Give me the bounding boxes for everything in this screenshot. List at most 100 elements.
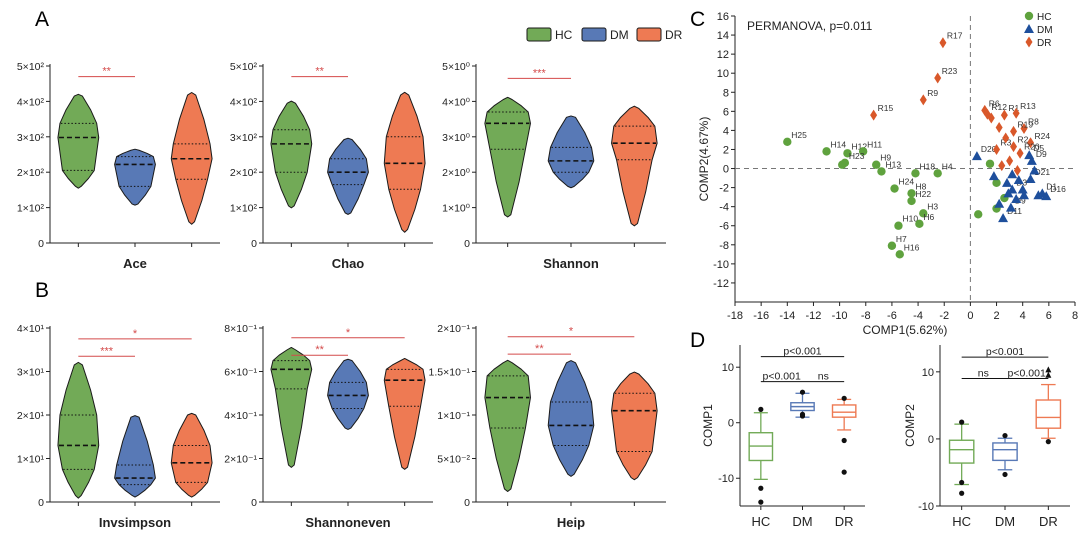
y-tick-label: 0 [728, 418, 734, 430]
point-label: R19 [1018, 119, 1034, 129]
point-label: H11 [867, 139, 882, 149]
y-tick-label: 5×10⁻² [437, 454, 470, 466]
chart-title: Invsimpson [99, 515, 171, 530]
scatter-point-dr [939, 37, 947, 49]
outlier-point [841, 469, 847, 475]
chart-layer: 01×10²2×10²3×10²4×10²5×10²Ace**01×10²2×1… [17, 11, 1078, 530]
y-tick-label: 1×10¹ [17, 454, 45, 466]
point-label: H9 [880, 153, 891, 163]
violin-dm [327, 358, 369, 430]
point-label: H10 [902, 214, 918, 224]
scatter-point-hc [872, 160, 881, 169]
legend-marker-dr [1025, 36, 1033, 48]
point-label: D9 [1036, 149, 1047, 159]
scatter-point-hc [887, 241, 897, 250]
y-tick-label: 2×10¹ [17, 410, 45, 422]
scatter-point-dm [998, 213, 1009, 223]
outlier-point [1002, 432, 1008, 439]
scatter-point-dr [1012, 107, 1020, 119]
box-rect [1035, 399, 1062, 429]
scatter-point-dm [1033, 190, 1044, 200]
point-label: D1 [1046, 181, 1057, 191]
x-axis-label: COMP1(5.62%) [863, 323, 948, 337]
point-label: H14 [831, 139, 847, 149]
chart-title: Chao [332, 256, 365, 271]
scatter-point-hc [838, 160, 847, 169]
scatter-point-dr [993, 143, 1001, 155]
legend-label-hc: HC [555, 28, 573, 42]
point-label: H7 [896, 234, 907, 244]
x-tick-label: 6 [1046, 310, 1052, 322]
x-tick-label: HC [952, 514, 971, 529]
significance-label: ** [315, 66, 324, 78]
y-tick-label: 0 [38, 497, 44, 509]
scatter-point-hc [858, 147, 868, 156]
violin-hc [270, 346, 313, 468]
box-chart-comp1: -10 0 10 HC DM DR COMP1 p<0.001 p<0.001 ns [701, 345, 865, 529]
chart-title: Heip [557, 515, 585, 530]
violin-hc [270, 100, 313, 209]
x-tick-label: -18 [727, 310, 743, 322]
point-label: R24 [1035, 131, 1051, 141]
point-label: R20 [1024, 141, 1040, 151]
point-label: R12 [991, 102, 1007, 112]
scatter-point-dr [1000, 109, 1008, 121]
scatter-point-dm [971, 151, 982, 161]
y-tick-label: 10 [717, 68, 729, 80]
y-tick-label: 0 [251, 497, 257, 509]
point-label: R2 [1018, 135, 1029, 145]
violin-dm [547, 115, 595, 189]
scatter-point-hc [843, 149, 852, 158]
y-tick-label: 3×10² [230, 132, 258, 144]
significance-label: ** [535, 343, 544, 355]
significance-label: p<0.001 [783, 346, 821, 358]
box-chart-comp2: -10 0 10 HC DM DR COMP2 p<0.001 p<0.001 ns [903, 345, 1070, 529]
legend-label-hc: HC [1037, 12, 1051, 23]
y-tick-label: -10 [713, 259, 729, 271]
y-tick-label: 4×10⁰ [442, 96, 471, 108]
legend-panel-a: HC DM DR [526, 27, 683, 42]
violin-hc [484, 359, 531, 492]
legend-swatch-hc [526, 27, 552, 42]
scatter-point-dr [1006, 155, 1014, 167]
point-label: H6 [923, 212, 934, 222]
y-tick-label: 1×10⁰ [442, 203, 471, 215]
point-label: R17 [947, 31, 963, 41]
box-dr [1035, 366, 1062, 445]
y-tick-label: 2×10⁰ [442, 167, 471, 179]
chart-title: Shannoneven [305, 515, 390, 530]
scatter-point-hc [907, 196, 916, 206]
y-tick-label: 14 [717, 30, 729, 42]
y-tick-label: 1×10² [230, 203, 258, 215]
x-tick-label: -6 [887, 310, 897, 322]
legend-label-dr: DR [665, 28, 683, 42]
x-tick-label: -4 [913, 310, 923, 322]
panel-letter-b: B [35, 279, 49, 302]
scatter-point-dm [1005, 202, 1016, 212]
scatter-point-hc [890, 184, 899, 193]
y-tick-label: 0 [464, 238, 470, 250]
y-tick-label: -12 [713, 278, 729, 290]
panel-letter-a: A [35, 8, 49, 31]
x-tick-label: DR [1039, 514, 1058, 529]
scatter-point-dr [1020, 122, 1028, 134]
outlier-point [758, 485, 764, 491]
panel-letter-c: C [690, 8, 705, 31]
point-label: H4 [942, 161, 953, 171]
outlier-point [1045, 366, 1052, 373]
outlier-point [799, 389, 806, 395]
scatter-point-dr [995, 122, 1003, 134]
violin-dm [114, 148, 156, 206]
box-dr [831, 395, 857, 475]
box-rect [948, 439, 975, 464]
y-tick-label: 0 [723, 164, 729, 176]
x-tick-label: 4 [1020, 310, 1026, 322]
y-tick-label: 4×10¹ [17, 323, 45, 335]
scatter-point-hc [974, 210, 983, 219]
scatter-point-hc [915, 219, 924, 229]
point-label: H22 [916, 189, 932, 199]
permanova-annotation: PERMANOVA, p=0.011 [747, 19, 873, 33]
